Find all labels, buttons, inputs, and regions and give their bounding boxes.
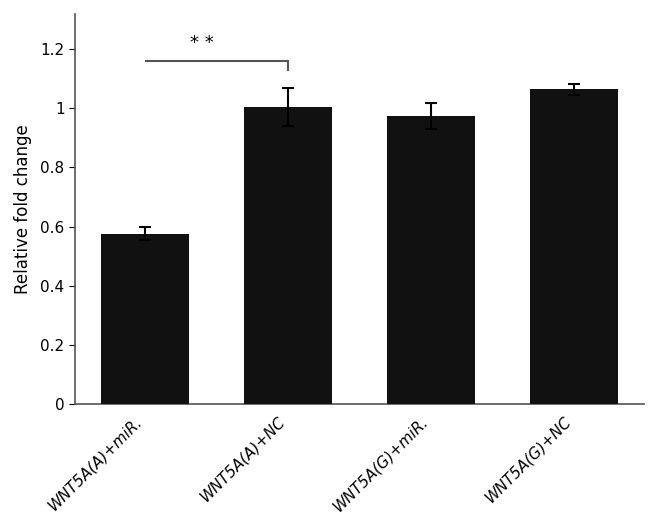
Y-axis label: Relative fold change: Relative fold change bbox=[14, 124, 32, 294]
Bar bbox=[530, 89, 619, 404]
Bar bbox=[387, 116, 475, 404]
Text: * *: * * bbox=[190, 34, 214, 52]
Bar bbox=[101, 234, 190, 404]
Bar bbox=[243, 107, 332, 404]
